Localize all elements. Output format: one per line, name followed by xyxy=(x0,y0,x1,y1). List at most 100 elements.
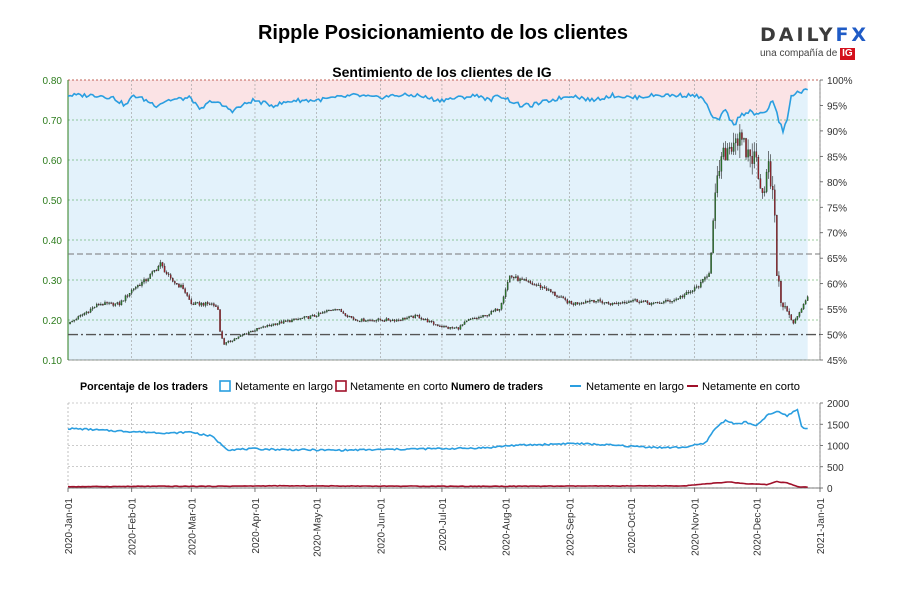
candle-body xyxy=(691,290,694,293)
candle-body xyxy=(332,309,334,311)
candle-body xyxy=(303,316,306,319)
date-tick-label: 2020-Nov-01 xyxy=(691,498,702,556)
candle-body xyxy=(268,324,271,327)
date-tick-label: 2020-Feb-01 xyxy=(128,498,139,556)
candle-body xyxy=(572,303,575,305)
candle-body xyxy=(112,302,114,306)
legend-short-swatch xyxy=(335,380,347,392)
candle-body xyxy=(743,138,745,140)
logo-text-fx: FX xyxy=(835,24,870,46)
candle-body xyxy=(539,284,542,288)
net-long-percent-line xyxy=(67,88,808,136)
candle-body xyxy=(463,321,466,325)
candle-body xyxy=(806,296,809,301)
candle-body xyxy=(274,323,277,325)
candle-body xyxy=(459,325,462,330)
candle-body xyxy=(299,318,301,320)
candle-body xyxy=(334,309,336,311)
candle-body xyxy=(221,331,223,339)
pct-tick-label: 75% xyxy=(827,203,847,214)
candle-body xyxy=(578,303,581,305)
candle-body xyxy=(794,319,797,324)
candle-body xyxy=(564,297,566,300)
candle-body xyxy=(287,320,289,322)
candle-body xyxy=(278,321,281,324)
candle-body xyxy=(638,301,640,303)
candle-body xyxy=(137,284,139,288)
candle-body xyxy=(126,295,129,297)
candle-body xyxy=(432,321,435,325)
candle-body xyxy=(206,302,209,305)
candle-body xyxy=(385,318,388,322)
candle-body xyxy=(367,319,369,321)
candle-body xyxy=(167,273,170,275)
pct-tick-label: 45% xyxy=(827,356,847,367)
price-tick-label: 0.50 xyxy=(43,196,63,207)
candle-body xyxy=(102,304,104,306)
candle-body xyxy=(393,319,396,322)
count-tick-label: 0 xyxy=(827,484,833,495)
candle-body xyxy=(621,302,624,304)
candle-body xyxy=(724,147,727,161)
date-tick-label: 2020-May-01 xyxy=(313,498,324,557)
candle-body xyxy=(585,301,587,304)
candle-body xyxy=(469,318,472,320)
candle-body xyxy=(219,309,221,332)
candle-body xyxy=(145,279,147,282)
pct-tick-label: 95% xyxy=(827,101,847,112)
date-tick-label: 2020-Mar-01 xyxy=(187,498,198,556)
candle-body xyxy=(673,299,675,302)
candle-body xyxy=(266,324,269,328)
candle-body xyxy=(642,301,645,303)
candle-body xyxy=(624,302,626,304)
candle-body xyxy=(435,324,437,326)
candle-body xyxy=(739,132,741,146)
candle-body xyxy=(496,308,499,311)
candle-body xyxy=(726,148,729,161)
candle-body xyxy=(420,317,423,320)
candle-body xyxy=(69,321,71,325)
candle-body xyxy=(683,294,686,298)
candle-body xyxy=(437,324,439,327)
candle-body xyxy=(430,320,433,323)
price-tick-label: 0.10 xyxy=(43,356,63,367)
candle-body xyxy=(124,295,127,301)
candle-body xyxy=(671,301,673,303)
candle-body xyxy=(174,281,176,284)
candle-body xyxy=(233,338,236,342)
candle-body xyxy=(188,295,190,300)
pct-tick-label: 50% xyxy=(827,331,847,342)
candle-body xyxy=(447,326,449,329)
candle-body xyxy=(601,301,603,304)
candle-body xyxy=(116,302,119,304)
candle-body xyxy=(217,306,219,310)
candle-body xyxy=(239,335,242,337)
candle-body xyxy=(373,320,375,322)
candle-body xyxy=(305,316,308,318)
candle-body xyxy=(656,302,659,304)
candle-body xyxy=(118,302,121,306)
candle-body xyxy=(313,315,316,317)
candle-body xyxy=(798,312,801,317)
date-tick-label: 2021-Jan-01 xyxy=(816,498,827,555)
chart-title: Ripple Posicionamiento de los clientes xyxy=(257,22,629,44)
candle-body xyxy=(79,315,82,317)
candle-body xyxy=(356,320,359,322)
candle-body xyxy=(130,289,133,294)
candle-body xyxy=(687,292,690,294)
candle-body xyxy=(714,192,716,221)
candle-body xyxy=(71,321,73,323)
candle-body xyxy=(511,275,513,278)
candle-body xyxy=(515,276,517,279)
candle-body xyxy=(455,327,458,329)
candle-body xyxy=(445,326,447,328)
candle-body xyxy=(500,302,503,310)
candle-body xyxy=(751,155,753,164)
count-tick-label: 1500 xyxy=(827,420,850,431)
candle-body xyxy=(467,319,470,321)
count-tick-label: 2000 xyxy=(827,399,850,410)
candle-body xyxy=(636,299,638,303)
candle-body xyxy=(728,146,731,149)
legend-long-swatch xyxy=(219,380,231,392)
candle-body xyxy=(354,319,357,321)
